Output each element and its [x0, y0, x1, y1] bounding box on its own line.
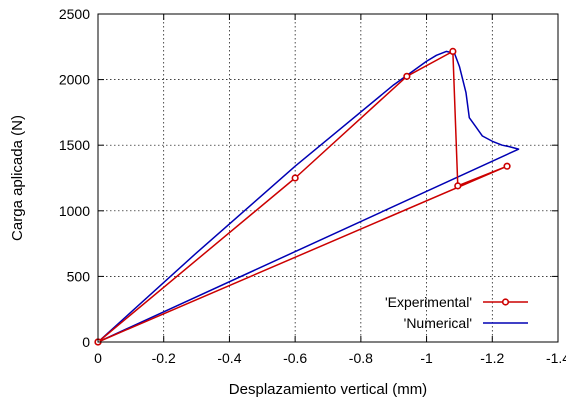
- x-axis-title: Desplazamiento vertical (mm): [229, 381, 427, 398]
- y-tick-label: 500: [67, 268, 91, 284]
- data-point-experimental: [503, 162, 511, 170]
- y-axis-title: Carga aplicada (N): [9, 115, 26, 241]
- x-tick-label: -1.4: [546, 350, 566, 366]
- series-layer: [94, 47, 520, 346]
- axis-ticks: 0 -0.2 -0.4 -0.6 -0.8 -1 -1.2 -1.4 0 500 1000 1500 2…: [59, 6, 566, 366]
- data-point-experimental: [454, 182, 462, 190]
- x-tick-label: -1: [420, 350, 433, 366]
- y-tick-label: 1000: [59, 203, 90, 219]
- series-line-numerical: [97, 50, 520, 343]
- x-tick-label: -1.2: [480, 350, 504, 366]
- data-point-experimental: [403, 72, 411, 80]
- plot-frame: [97, 13, 559, 343]
- legend-label-numerical: 'Numerical': [404, 315, 472, 331]
- y-tick-label: 0: [82, 334, 90, 350]
- grid: [98, 14, 558, 342]
- data-point-experimental: [449, 47, 457, 55]
- legend-marker-experimental: [501, 298, 510, 306]
- x-tick-label: 0: [94, 350, 102, 366]
- x-tick-label: -0.2: [152, 350, 176, 366]
- data-point-experimental: [291, 174, 299, 182]
- x-tick-label: -0.8: [349, 350, 373, 366]
- y-tick-label: 2000: [59, 72, 90, 88]
- x-tick-label: -0.6: [283, 350, 307, 366]
- y-tick-label: 2500: [59, 6, 90, 22]
- legend: 'Experimental' 'Numerical': [385, 294, 528, 331]
- y-tick-label: 1500: [59, 137, 90, 153]
- legend-label-experimental: 'Experimental': [385, 294, 472, 310]
- x-tick-label: -0.4: [217, 350, 241, 366]
